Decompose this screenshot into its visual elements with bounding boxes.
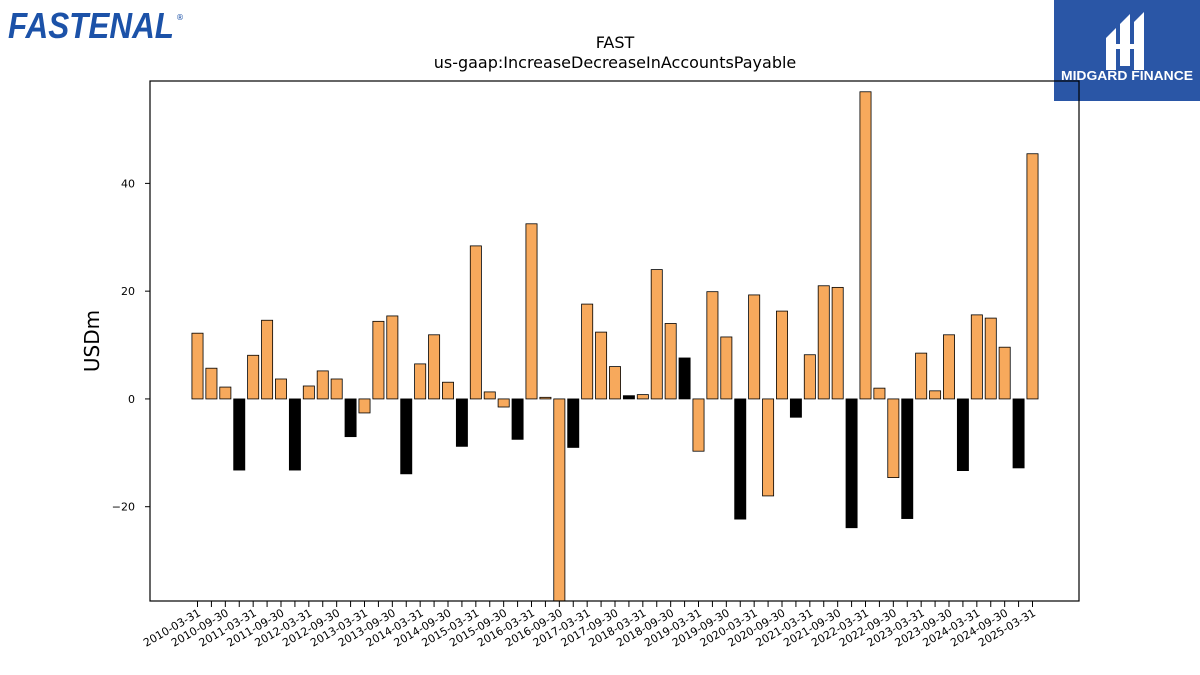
bar-2013-09-30 [386, 315, 399, 400]
bar-2015-06-30 [483, 391, 496, 400]
bar-2013-06-30 [372, 320, 385, 400]
bar-2017-09-30 [609, 366, 621, 400]
bar-2024-03-31 [970, 314, 983, 400]
bar-2023-03-31 [915, 352, 928, 400]
bar-2020-03-31 [748, 294, 761, 400]
bar-2023-12-31 [956, 398, 969, 471]
bar-2012-06-30 [316, 370, 329, 400]
bar-2016-09-30 [553, 398, 566, 602]
y-tick-label: 0 [128, 393, 135, 406]
plot-frame [149, 80, 1080, 602]
bar-2013-03-31 [358, 398, 371, 414]
bar-2021-12-31 [845, 398, 858, 529]
bar-2021-09-30 [831, 286, 844, 400]
publisher-logo-text: MIDGARD FINANCE [1061, 69, 1193, 83]
chart-subtitle: us-gaap:IncreaseDecreaseInAccountsPayabl… [434, 53, 797, 72]
bar-2015-12-31 [511, 398, 524, 440]
bar-2012-03-31 [302, 385, 315, 400]
bar-2011-06-30 [261, 319, 274, 400]
bar-series [191, 91, 1039, 602]
bar-2019-09-30 [720, 336, 733, 400]
bar-2015-09-30 [497, 398, 510, 408]
bar-2017-03-31 [581, 303, 594, 400]
bar-2018-09-30 [664, 323, 677, 400]
bar-2022-09-30 [887, 398, 900, 478]
bar-2024-12-31 [1012, 398, 1025, 469]
bar-2020-09-30 [776, 310, 788, 400]
bar-2014-06-30 [428, 334, 441, 400]
bar-2022-03-31 [859, 91, 872, 400]
bar-2011-03-31 [247, 354, 260, 400]
bar-2011-12-31 [288, 398, 301, 471]
bar-2025-03-31 [1026, 153, 1039, 400]
bar-2019-12-31 [734, 398, 747, 520]
bar-2022-12-31 [901, 398, 914, 519]
bar-2023-09-30 [943, 334, 955, 400]
y-tick-label: 40 [121, 177, 135, 190]
bar-2014-12-31 [455, 398, 468, 447]
bar-2016-12-31 [567, 398, 580, 448]
bar-2024-06-30 [984, 317, 997, 400]
bar-2010-12-31 [233, 398, 246, 471]
chart-title: FAST [596, 33, 635, 52]
bar-2023-06-30 [929, 390, 942, 400]
bar-2018-06-30 [650, 269, 663, 400]
bar-2015-03-31 [469, 245, 482, 400]
bar-2020-06-30 [762, 398, 775, 497]
bar-2019-03-31 [692, 398, 705, 452]
midgard-mark-icon [1106, 12, 1144, 70]
bar-2014-03-31 [414, 363, 427, 400]
y-axis: −20 0 20 40 [112, 177, 150, 514]
x-axis: 2010-03-312010-09-302011-03-312011-09-30… [141, 601, 1038, 650]
bar-2021-03-31 [803, 354, 816, 400]
bar-2012-09-30 [330, 378, 343, 400]
bar-2021-06-30 [817, 285, 830, 400]
bar-2012-12-31 [344, 398, 357, 438]
bar-2010-06-30 [205, 367, 218, 400]
bar-2014-09-30 [442, 381, 454, 400]
bar-2016-06-30 [539, 396, 552, 400]
bar-2017-12-31 [622, 395, 635, 400]
midgard-finance-logo: MIDGARD FINANCE [1054, 0, 1200, 101]
bar-2011-09-30 [275, 378, 287, 400]
bar-2020-12-31 [789, 398, 802, 418]
bar-2022-06-30 [873, 387, 886, 400]
fastenal-logo: FASTENAL ® [6, 4, 186, 46]
bar-2024-09-30 [998, 346, 1011, 400]
bar-2017-06-30 [595, 331, 608, 400]
bar-2018-03-31 [636, 394, 649, 400]
y-tick-label: −20 [112, 501, 135, 514]
y-tick-label: 20 [121, 285, 135, 298]
registered-mark: ® [176, 13, 184, 22]
bar-2016-03-31 [525, 223, 538, 400]
bar-2018-12-31 [678, 357, 691, 400]
fastenal-logo-text: FASTENAL [8, 5, 174, 44]
bar-2010-03-31 [191, 332, 204, 400]
bar-2010-09-30 [219, 386, 232, 400]
bar-2013-12-31 [400, 398, 413, 475]
bar-2019-06-30 [706, 291, 719, 400]
y-axis-label: USDm [80, 310, 104, 372]
